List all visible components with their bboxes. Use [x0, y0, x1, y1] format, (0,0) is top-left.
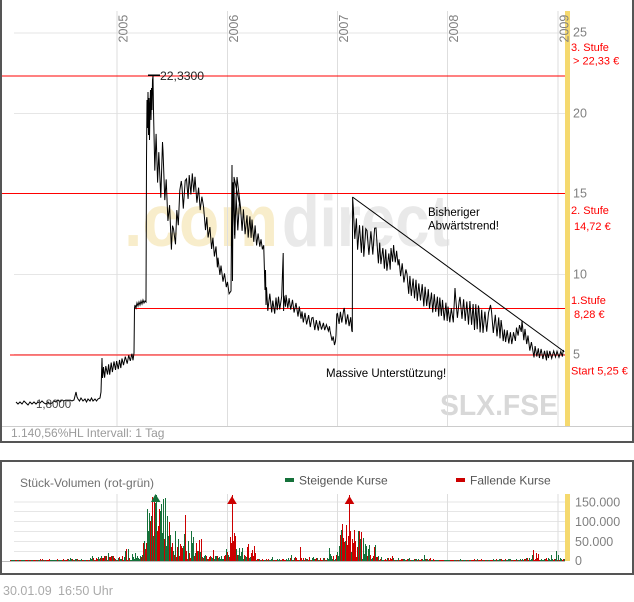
svg-text:Abwärtstrend!: Abwärtstrend!	[428, 221, 499, 233]
svg-text:1.140,56%HL Intervall: 1 Tag: 1.140,56%HL Intervall: 1 Tag	[11, 426, 164, 440]
svg-text:2009: 2009	[557, 15, 571, 43]
svg-text:Bisheriger: Bisheriger	[428, 207, 480, 219]
svg-text:16:50 Uhr: 16:50 Uhr	[58, 584, 113, 597]
svg-text:25: 25	[573, 26, 587, 40]
svg-text:2005: 2005	[117, 15, 131, 43]
svg-text:22,3300: 22,3300	[160, 69, 204, 83]
svg-text:20: 20	[573, 107, 587, 121]
svg-text:150.000: 150.000	[575, 495, 620, 509]
svg-text:0: 0	[575, 554, 582, 568]
svg-text:100.000: 100.000	[575, 515, 620, 529]
svg-text:2. Stufe: 2. Stufe	[571, 205, 609, 217]
svg-text:Start 5,25 €: Start 5,25 €	[571, 366, 628, 378]
svg-text:3. Stufe: 3. Stufe	[571, 42, 609, 54]
svg-text:50.000: 50.000	[575, 535, 613, 549]
svg-text:2006: 2006	[227, 15, 241, 43]
svg-text:5: 5	[573, 348, 580, 362]
svg-text:Massive Unterstützung!: Massive Unterstützung!	[326, 368, 446, 380]
svg-text:Stück-Volumen (rot-grün): Stück-Volumen (rot-grün)	[20, 476, 154, 490]
svg-text:1,8000: 1,8000	[36, 399, 71, 411]
svg-text:Fallende Kurse: Fallende Kurse	[470, 474, 551, 488]
svg-text:> 22,33 €: > 22,33 €	[573, 56, 619, 68]
svg-text:direct: direct	[282, 181, 450, 262]
svg-text:2008: 2008	[447, 15, 461, 43]
svg-text:14,72 €: 14,72 €	[574, 221, 611, 233]
svg-text:1.Stufe: 1.Stufe	[571, 295, 606, 307]
svg-text:SLX.FSE: SLX.FSE	[440, 390, 558, 422]
svg-text:15: 15	[573, 187, 587, 201]
svg-text:8,28 €: 8,28 €	[574, 309, 605, 321]
svg-text:Steigende Kurse: Steigende Kurse	[299, 474, 388, 488]
svg-text:10: 10	[573, 268, 587, 282]
svg-text:30.01.09: 30.01.09	[3, 584, 52, 597]
svg-text:2007: 2007	[337, 15, 351, 43]
